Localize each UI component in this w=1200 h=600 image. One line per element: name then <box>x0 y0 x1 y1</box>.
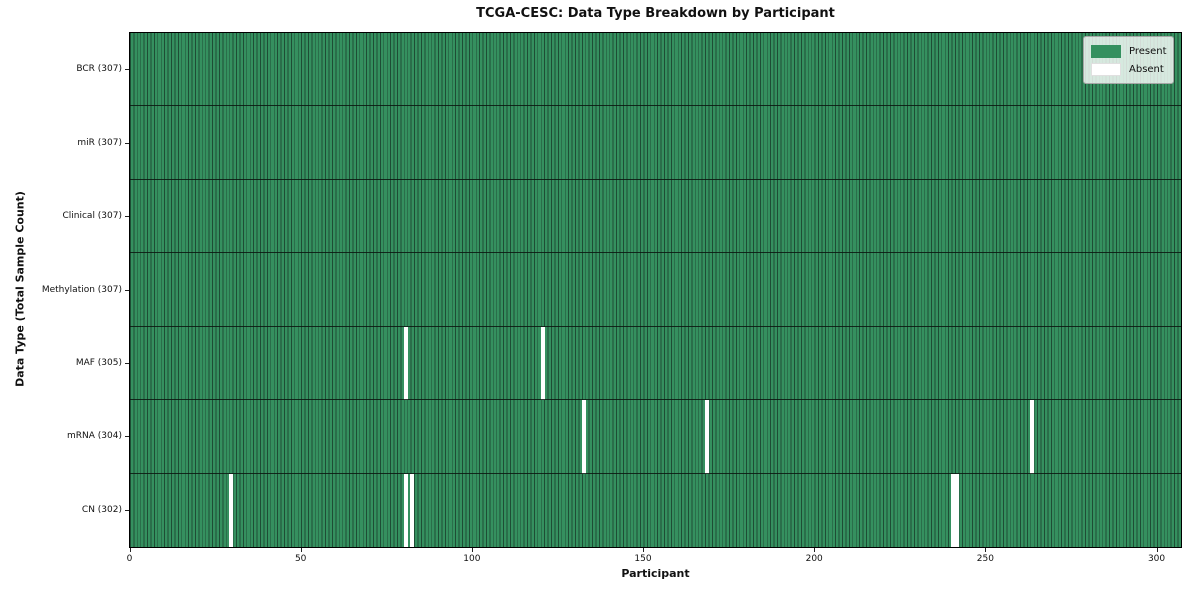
absent-cell <box>403 473 408 547</box>
x-tick-label: 200 <box>805 554 823 564</box>
x-tick <box>814 548 816 552</box>
absent-swatch <box>1091 62 1121 76</box>
x-tick-label: 0 <box>126 554 133 564</box>
plot-area <box>129 32 1182 548</box>
present-swatch <box>1091 44 1121 58</box>
chart-title: TCGA-CESC: Data Type Breakdown by Partic… <box>476 6 835 21</box>
absent-cell <box>954 473 959 547</box>
y-tick <box>125 436 129 438</box>
x-tick <box>1156 548 1158 552</box>
y-tick <box>125 289 129 291</box>
row-separator <box>130 399 1181 401</box>
y-tick-label: Methylation (307) <box>41 284 122 295</box>
x-tick <box>129 548 131 552</box>
y-tick <box>125 509 129 511</box>
x-tick-label: 300 <box>1147 554 1166 564</box>
legend: Present Absent <box>1083 36 1174 84</box>
legend-label-absent: Absent <box>1129 63 1164 75</box>
row-separator <box>130 252 1181 254</box>
x-tick <box>985 548 987 552</box>
row-separator <box>130 105 1181 107</box>
x-tick-label: 150 <box>634 554 652 564</box>
legend-item-present: Present <box>1091 44 1167 58</box>
heatmap-row-mir <box>130 106 1181 180</box>
row-separator <box>130 178 1181 180</box>
y-tick <box>125 69 129 71</box>
heatmap-row-mrna <box>130 400 1181 474</box>
absent-cell <box>410 473 415 547</box>
y-tick-label: mRNA (304) <box>67 431 122 442</box>
y-tick-label: miR (307) <box>77 137 122 148</box>
row-separator <box>130 472 1181 474</box>
y-tick <box>125 216 129 218</box>
x-axis-label: Participant <box>621 567 690 580</box>
absent-cell <box>228 473 233 547</box>
x-tick-label: 100 <box>463 554 481 564</box>
heatmap-row-cn <box>130 473 1181 547</box>
y-tick-label: BCR (307) <box>76 64 122 75</box>
x-tick <box>471 548 473 552</box>
heatmap-row-maf <box>130 326 1181 401</box>
heatmap-row-bcr <box>130 33 1181 107</box>
x-tick-label: 50 <box>294 554 307 564</box>
y-tick-label: MAF (305) <box>75 357 122 368</box>
row-separator <box>130 325 1181 327</box>
heatmap-row-clinical <box>130 180 1181 254</box>
absent-cell <box>403 326 408 401</box>
absent-cell <box>1030 400 1035 474</box>
y-tick <box>125 362 129 364</box>
absent-cell <box>951 473 956 547</box>
x-tick-label: 250 <box>976 554 994 564</box>
heatmap-row-methylation <box>130 253 1181 327</box>
legend-label-present: Present <box>1129 45 1167 57</box>
legend-item-absent: Absent <box>1091 62 1166 76</box>
x-tick <box>300 548 302 552</box>
absent-cell <box>581 400 586 474</box>
y-tick-label: Clinical (307) <box>62 211 122 222</box>
y-tick <box>125 142 129 144</box>
x-tick <box>643 548 645 552</box>
absent-cell <box>540 326 545 401</box>
absent-cell <box>704 400 709 474</box>
y-tick-label: CN (302) <box>81 504 122 515</box>
